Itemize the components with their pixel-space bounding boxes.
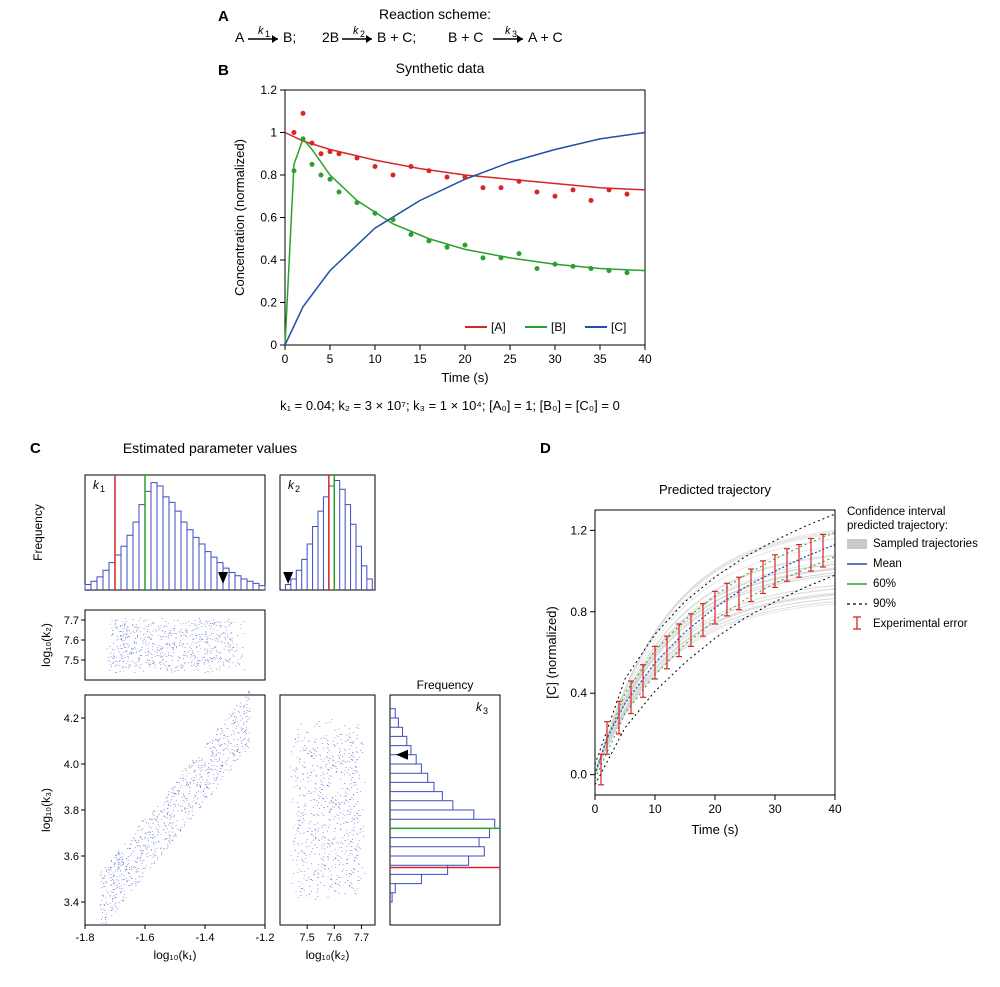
svg-text:2B: 2B bbox=[322, 29, 339, 45]
panel-d-label: D bbox=[540, 440, 551, 457]
svg-text:B + C: B + C bbox=[448, 29, 483, 45]
svg-text:3.8: 3.8 bbox=[64, 805, 79, 817]
svg-text:Frequency: Frequency bbox=[417, 678, 474, 692]
panel-a-title: Reaction scheme: bbox=[345, 6, 525, 22]
svg-text:Mean: Mean bbox=[873, 558, 902, 570]
svg-text:3: 3 bbox=[512, 29, 517, 39]
svg-text:-1.4: -1.4 bbox=[196, 932, 215, 944]
svg-text:Time (s): Time (s) bbox=[691, 822, 738, 837]
svg-text:30: 30 bbox=[548, 352, 562, 366]
panel-c-title: Estimated parameter values bbox=[80, 440, 340, 456]
svg-text:0.8: 0.8 bbox=[260, 168, 277, 182]
svg-text:90%: 90% bbox=[873, 598, 896, 610]
svg-text:-1.2: -1.2 bbox=[256, 932, 275, 944]
svg-text:1.2: 1.2 bbox=[260, 83, 277, 97]
svg-text:[C] (normalized): [C] (normalized) bbox=[544, 606, 559, 698]
svg-text:log₁₀(k₃): log₁₀(k₃) bbox=[39, 788, 53, 832]
svg-text:log₁₀(k₁): log₁₀(k₁) bbox=[153, 948, 196, 962]
panel-a-label: A bbox=[218, 8, 229, 25]
svg-text:7.6: 7.6 bbox=[327, 932, 342, 944]
svg-text:0: 0 bbox=[270, 338, 277, 352]
svg-text:k: k bbox=[505, 25, 511, 37]
panel-c-chart: k1Frequencyk27.57.67.7log₁₀(k₂)-1.8-1.6-… bbox=[30, 460, 510, 980]
svg-text:3: 3 bbox=[483, 706, 488, 716]
panel-b-title: Synthetic data bbox=[340, 60, 540, 76]
svg-text:[A]: [A] bbox=[491, 320, 506, 334]
svg-text:B + C;: B + C; bbox=[377, 29, 416, 45]
svg-text:k: k bbox=[93, 478, 100, 492]
svg-text:0.4: 0.4 bbox=[570, 686, 587, 700]
svg-text:20: 20 bbox=[458, 352, 472, 366]
svg-text:10: 10 bbox=[648, 802, 662, 816]
svg-text:Concentration (normalized): Concentration (normalized) bbox=[232, 139, 247, 296]
svg-text:-1.8: -1.8 bbox=[76, 932, 95, 944]
svg-text:0.4: 0.4 bbox=[260, 253, 277, 267]
svg-text:3.4: 3.4 bbox=[64, 897, 79, 909]
svg-text:0.0: 0.0 bbox=[570, 768, 587, 782]
panel-b-caption: k₁ = 0.04; k₂ = 3 × 10⁷; k₃ = 1 × 10⁴; [… bbox=[180, 398, 720, 413]
svg-text:2: 2 bbox=[295, 484, 300, 494]
svg-text:k: k bbox=[288, 478, 295, 492]
svg-text:4.0: 4.0 bbox=[64, 759, 79, 771]
svg-text:0: 0 bbox=[282, 352, 289, 366]
svg-text:15: 15 bbox=[413, 352, 427, 366]
svg-text:0: 0 bbox=[592, 802, 599, 816]
svg-text:1: 1 bbox=[270, 126, 277, 140]
svg-text:60%: 60% bbox=[873, 578, 896, 590]
svg-text:Sampled trajectories: Sampled trajectories bbox=[873, 538, 978, 550]
svg-text:40: 40 bbox=[828, 802, 842, 816]
svg-text:30: 30 bbox=[768, 802, 782, 816]
svg-text:0.2: 0.2 bbox=[260, 296, 277, 310]
svg-text:1: 1 bbox=[265, 29, 270, 39]
reaction-scheme: A k1 B; 2B k2 B + C; B + C k3 A + C bbox=[230, 24, 660, 54]
svg-text:10: 10 bbox=[368, 352, 382, 366]
svg-text:Confidence interval: Confidence interval bbox=[847, 506, 945, 518]
panel-b-label: B bbox=[218, 62, 229, 79]
svg-text:0.8: 0.8 bbox=[570, 605, 587, 619]
svg-text:2: 2 bbox=[360, 29, 365, 39]
svg-text:40: 40 bbox=[638, 352, 652, 366]
svg-text:A: A bbox=[235, 29, 245, 45]
svg-text:7.7: 7.7 bbox=[354, 932, 369, 944]
svg-text:4.2: 4.2 bbox=[64, 713, 79, 725]
svg-text:[C]: [C] bbox=[611, 320, 626, 334]
svg-text:log₁₀(k₂): log₁₀(k₂) bbox=[306, 948, 350, 962]
svg-text:25: 25 bbox=[503, 352, 517, 366]
svg-text:Frequency: Frequency bbox=[31, 504, 45, 561]
svg-text:1.2: 1.2 bbox=[570, 523, 587, 537]
svg-text:20: 20 bbox=[708, 802, 722, 816]
svg-text:0.6: 0.6 bbox=[260, 211, 277, 225]
svg-text:3.6: 3.6 bbox=[64, 851, 79, 863]
panel-b-chart: 0 5 10 15 20 25 30 35 40 0 0.2 0.4 0.6 0.8 1 1.2 Time (s… bbox=[230, 80, 660, 390]
svg-text:5: 5 bbox=[327, 352, 334, 366]
svg-text:-1.6: -1.6 bbox=[136, 932, 155, 944]
svg-text:Predicted trajectory: Predicted trajectory bbox=[659, 482, 771, 497]
svg-text:Experimental error: Experimental error bbox=[873, 618, 968, 630]
svg-text:log₁₀(k₂): log₁₀(k₂) bbox=[39, 623, 53, 667]
svg-text:1: 1 bbox=[100, 484, 105, 494]
svg-text:7.5: 7.5 bbox=[299, 932, 314, 944]
panel-c-label: C bbox=[30, 440, 41, 457]
svg-text:k: k bbox=[476, 700, 483, 714]
svg-text:predicted trajectory:: predicted trajectory: bbox=[847, 520, 948, 532]
svg-text:A + C: A + C bbox=[528, 29, 563, 45]
svg-text:B;: B; bbox=[283, 29, 296, 45]
panel-d-chart: Predicted trajectory 0 10 20 30 40 0.0 0.4 0.8 1.… bbox=[540, 480, 990, 840]
svg-text:k: k bbox=[353, 25, 359, 37]
svg-text:Time (s): Time (s) bbox=[441, 370, 488, 385]
svg-text:[B]: [B] bbox=[551, 320, 566, 334]
svg-text:35: 35 bbox=[593, 352, 607, 366]
svg-text:7.7: 7.7 bbox=[64, 615, 79, 627]
svg-text:7.5: 7.5 bbox=[64, 655, 79, 667]
svg-text:k: k bbox=[258, 25, 264, 37]
svg-text:7.6: 7.6 bbox=[64, 635, 79, 647]
